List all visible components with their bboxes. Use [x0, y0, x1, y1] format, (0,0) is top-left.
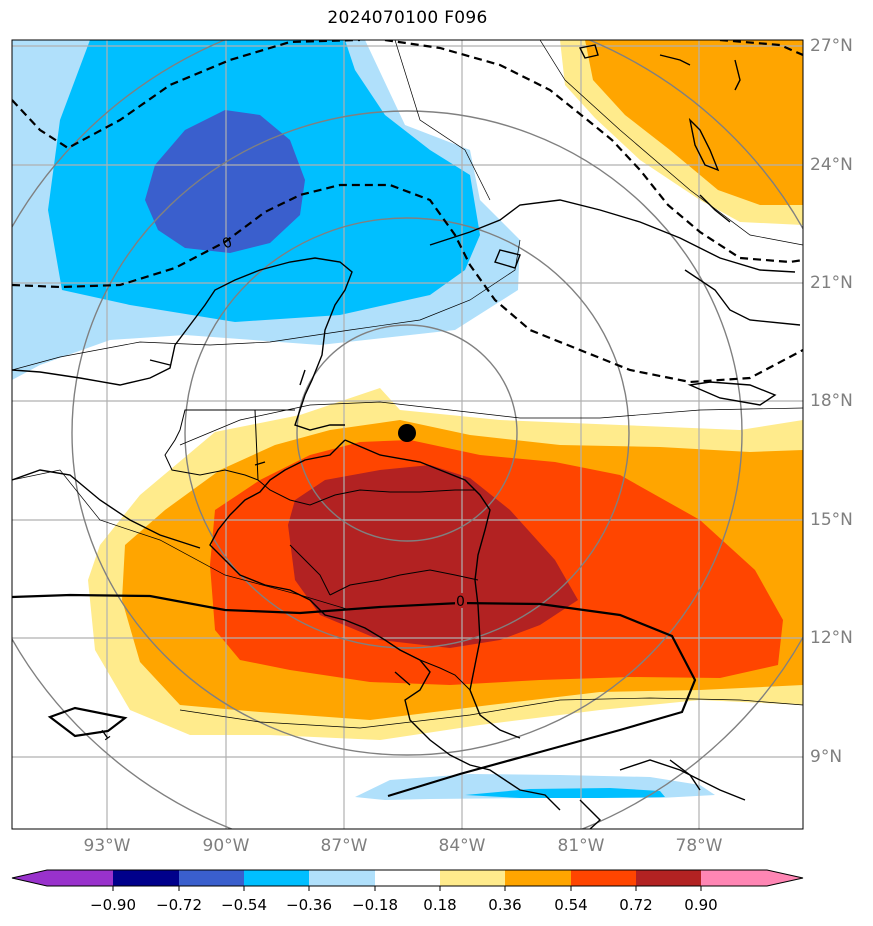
colorbar-tick-9: 0.72	[619, 896, 653, 914]
shade-orange-ne	[585, 40, 803, 205]
lat-label-27n: 27°N	[810, 36, 853, 56]
colorbar-outline	[11, 869, 804, 887]
lon-label-87w: 87°W	[320, 836, 368, 856]
colorbar-bin-3	[179, 870, 244, 886]
range-rings	[12, 40, 803, 829]
colorbar-tick-4: −0.36	[286, 896, 332, 914]
lat-label-21n: 21°N	[810, 273, 853, 293]
map-title: 2024070100 F096	[327, 8, 488, 28]
colorbar-tick-2: −0.72	[156, 896, 202, 914]
colorbar-bin-5	[309, 870, 375, 886]
lon-label-93w: 93°W	[83, 836, 131, 856]
coastlines	[12, 44, 801, 829]
lon-label-78w: 78°W	[675, 836, 723, 856]
map-area: 0 0 1	[12, 40, 803, 829]
colorbar-bin-11	[701, 870, 767, 886]
storm-center-marker	[398, 424, 416, 442]
grid-lines	[12, 40, 803, 829]
solid-contours	[12, 593, 697, 798]
colorbar-tick-1: −0.90	[90, 896, 136, 914]
colorbar-bin-6	[375, 870, 440, 886]
colorbar-extend-low	[12, 870, 47, 886]
thin-contours	[12, 40, 803, 729]
shade-dark-red-core	[288, 465, 578, 648]
colorbar-bin-8	[505, 870, 571, 886]
colorbar-bin-7	[440, 870, 505, 886]
lon-label-84w: 84°W	[438, 836, 486, 856]
colorbar-tick-6: 0.18	[423, 896, 457, 914]
lat-label-9n: 9°N	[810, 747, 843, 767]
colorbar-tick-5: −0.18	[352, 896, 398, 914]
colorbar-bin-4	[244, 870, 309, 886]
colorbar-tick-7: 0.36	[488, 896, 522, 914]
contour-label-south: 0	[456, 594, 465, 610]
colorbar-extend-high	[767, 870, 803, 886]
map-frame	[11, 39, 804, 830]
lon-label-90w: 90°W	[202, 836, 250, 856]
colorbar-bin-1	[47, 870, 113, 886]
colorbar-bin-9	[571, 870, 636, 886]
lat-label-18n: 18°N	[810, 391, 853, 411]
shade-royal-blue-nw	[145, 110, 305, 253]
colorbar-bin-10	[636, 870, 701, 886]
dashed-contours	[12, 40, 803, 384]
lat-label-24n: 24°N	[810, 155, 853, 175]
colorbar	[11, 869, 804, 891]
colorbar-tick-10: 0.90	[684, 896, 718, 914]
colorbar-tick-8: 0.54	[554, 896, 588, 914]
colorbar-bin-2	[113, 870, 179, 886]
colorbar-tick-3: −0.54	[221, 896, 267, 914]
lat-label-12n: 12°N	[810, 628, 853, 648]
lat-label-15n: 15°N	[810, 510, 853, 530]
borders	[164, 409, 479, 691]
lon-label-81w: 81°W	[557, 836, 605, 856]
shade-sky-blue-se	[465, 788, 665, 798]
